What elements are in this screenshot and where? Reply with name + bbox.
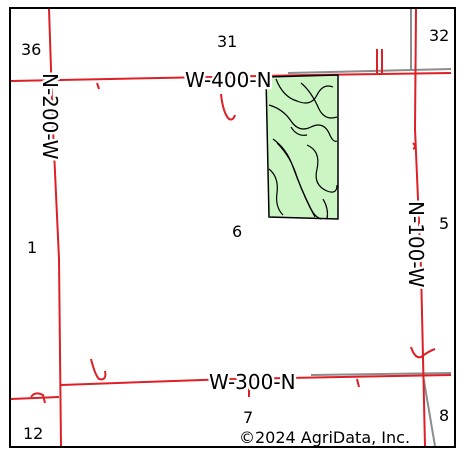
map-frame: 36 31 32 1 6 5 12 7 8 W-400-N W-300-N N-… xyxy=(9,7,456,448)
section-lines xyxy=(287,9,452,446)
road-labels: W-400-N W-300-N N-200-W N-100-W xyxy=(36,66,431,397)
copyright-text: ©2024 AgriData, Inc. xyxy=(239,428,410,446)
contour-line xyxy=(276,142,316,218)
contour-line xyxy=(275,78,334,104)
section-number: 12 xyxy=(23,424,43,443)
road-w-400-n-line xyxy=(11,72,452,82)
section-number: 5 xyxy=(439,214,449,233)
contour-line xyxy=(268,104,338,142)
contour-line xyxy=(300,82,338,119)
section-number: 36 xyxy=(21,40,41,59)
drive-tick-east xyxy=(412,142,416,150)
soil-contours xyxy=(268,78,338,220)
road-label-right: N-100-W xyxy=(404,201,428,288)
section-line-lower-east xyxy=(310,372,452,376)
section-number: 32 xyxy=(429,26,449,45)
road-w-300-n-line xyxy=(60,374,452,386)
road-label-left: N-200-W xyxy=(38,73,62,160)
map-canvas: 36 31 32 1 6 5 12 7 8 W-400-N W-300-N N-… xyxy=(11,9,452,446)
drive-squiggle-3 xyxy=(410,346,436,359)
drive-squiggle-2 xyxy=(90,358,107,381)
road-label-bottom: W-300-N xyxy=(209,370,296,394)
section-line-bottom-right xyxy=(422,374,436,446)
contour-line xyxy=(268,168,284,216)
section-number: 7 xyxy=(243,408,253,427)
road-label-top: W-400-N xyxy=(185,68,272,92)
section-numbers: 36 31 32 1 6 5 12 7 8 xyxy=(21,26,449,443)
drive-tick-top xyxy=(96,82,100,90)
field-parcel xyxy=(265,74,339,220)
section-number: 8 xyxy=(439,406,449,425)
contour-line xyxy=(322,198,329,220)
contour-line xyxy=(290,126,308,136)
roads xyxy=(11,9,452,446)
section-line-upper-east xyxy=(287,68,452,74)
road-spur-sw xyxy=(11,396,60,400)
drive-double-tick xyxy=(376,49,383,73)
section-number: 31 xyxy=(217,32,237,51)
drive-squiggle-4 xyxy=(30,392,46,404)
section-number: 6 xyxy=(232,222,242,241)
contour-line xyxy=(306,144,338,193)
road-n-100-w-line xyxy=(413,9,426,446)
section-number: 1 xyxy=(27,238,37,257)
drive-tick-bottom-right xyxy=(356,378,360,388)
road-n-200-w-line xyxy=(48,9,62,446)
drive-squiggle-1 xyxy=(220,93,236,121)
